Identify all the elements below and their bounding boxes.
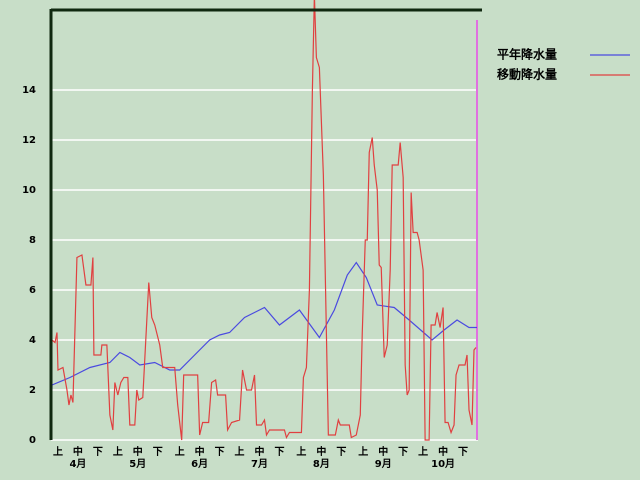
series-line — [51, 0, 477, 441]
month-label: 8月 — [313, 458, 330, 470]
x-tick-label: 下 — [458, 446, 468, 458]
x-tick-label: 下 — [93, 446, 103, 458]
x-tick-label: 上 — [235, 445, 245, 458]
x-tick-label: 中 — [133, 445, 143, 458]
x-tick-label: 中 — [195, 445, 205, 458]
x-tick-label: 中 — [316, 445, 326, 458]
x-tick-label: 上 — [175, 445, 185, 458]
x-tick-label: 上 — [296, 445, 306, 458]
x-tick-label: 下 — [336, 446, 346, 458]
plot-area — [51, 0, 478, 441]
x-tick-label: 下 — [398, 446, 408, 458]
month-label: 9月 — [375, 458, 392, 470]
y-tick-label: 14 — [22, 85, 36, 96]
x-tick-label: 上 — [113, 445, 123, 458]
y-tick-label: 0 — [29, 435, 36, 446]
month-label: 6月 — [191, 458, 208, 470]
x-tick-label: 中 — [73, 445, 83, 458]
month-label: 7月 — [251, 458, 268, 470]
x-tick-label: 下 — [274, 446, 284, 458]
y-tick-label: 8 — [29, 235, 36, 246]
x-tick-label: 下 — [153, 446, 163, 458]
legend-label: 移動降水量 — [497, 67, 557, 82]
y-tick-label: 12 — [22, 135, 36, 146]
x-tick-label: 上 — [53, 445, 63, 458]
y-tick-label: 4 — [29, 335, 36, 346]
y-tick-label: 6 — [29, 285, 36, 296]
labels: 02468101214上中下上中下上中下上中下上中下上中下上中下4月 5月 6月 7月… — [22, 85, 468, 470]
x-tick-label: 下 — [215, 446, 225, 458]
x-tick-label: 上 — [358, 445, 368, 458]
y-tick-label: 10 — [22, 185, 36, 196]
x-tick-label: 中 — [378, 445, 388, 458]
x-tick-label: 上 — [418, 445, 428, 458]
legend-label: 平年降水量 — [497, 47, 557, 62]
month-label: 4月 — [69, 458, 86, 470]
y-tick-label: 2 — [29, 385, 36, 396]
x-tick-label: 中 — [438, 445, 448, 458]
series-line — [51, 261, 478, 441]
grid — [51, 89, 478, 441]
x-tick-label: 中 — [255, 445, 265, 458]
month-label: 10月 — [431, 458, 455, 470]
month-label: 5月 — [129, 458, 146, 470]
